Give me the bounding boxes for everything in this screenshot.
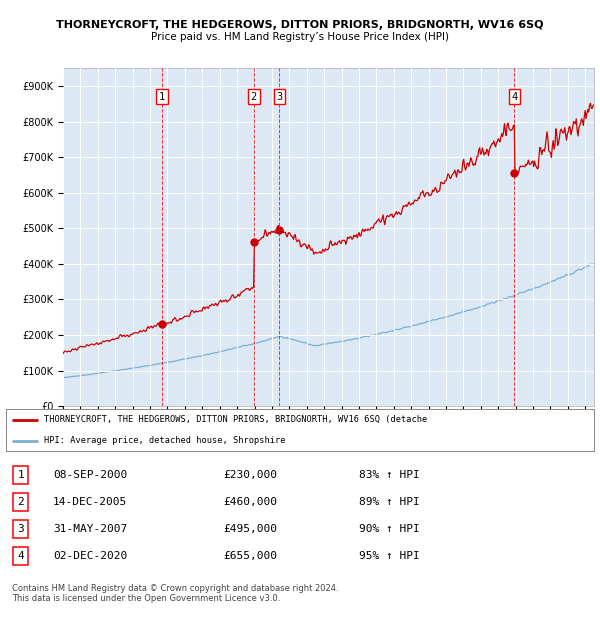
Text: £655,000: £655,000 [224, 551, 278, 560]
Text: 83% ↑ HPI: 83% ↑ HPI [359, 470, 419, 480]
Text: 08-SEP-2000: 08-SEP-2000 [53, 470, 127, 480]
Text: Price paid vs. HM Land Registry’s House Price Index (HPI): Price paid vs. HM Land Registry’s House … [151, 32, 449, 42]
Text: 1: 1 [159, 92, 165, 102]
Text: THORNEYCROFT, THE HEDGEROWS, DITTON PRIORS, BRIDGNORTH, WV16 6SQ: THORNEYCROFT, THE HEDGEROWS, DITTON PRIO… [56, 20, 544, 30]
Text: 4: 4 [17, 551, 24, 560]
Text: £495,000: £495,000 [224, 524, 278, 534]
Text: 3: 3 [276, 92, 283, 102]
Text: £230,000: £230,000 [224, 470, 278, 480]
Text: Contains HM Land Registry data © Crown copyright and database right 2024.
This d: Contains HM Land Registry data © Crown c… [12, 584, 338, 603]
Text: 14-DEC-2005: 14-DEC-2005 [53, 497, 127, 507]
Text: 90% ↑ HPI: 90% ↑ HPI [359, 524, 419, 534]
Text: THORNEYCROFT, THE HEDGEROWS, DITTON PRIORS, BRIDGNORTH, WV16 6SQ (detache: THORNEYCROFT, THE HEDGEROWS, DITTON PRIO… [44, 415, 427, 424]
Text: 31-MAY-2007: 31-MAY-2007 [53, 524, 127, 534]
Text: 02-DEC-2020: 02-DEC-2020 [53, 551, 127, 560]
Text: 1: 1 [17, 470, 24, 480]
Text: 2: 2 [17, 497, 24, 507]
Text: 2: 2 [251, 92, 257, 102]
Text: HPI: Average price, detached house, Shropshire: HPI: Average price, detached house, Shro… [44, 436, 286, 445]
Text: 95% ↑ HPI: 95% ↑ HPI [359, 551, 419, 560]
Text: 4: 4 [511, 92, 517, 102]
Text: 3: 3 [17, 524, 24, 534]
Text: £460,000: £460,000 [224, 497, 278, 507]
Text: 89% ↑ HPI: 89% ↑ HPI [359, 497, 419, 507]
